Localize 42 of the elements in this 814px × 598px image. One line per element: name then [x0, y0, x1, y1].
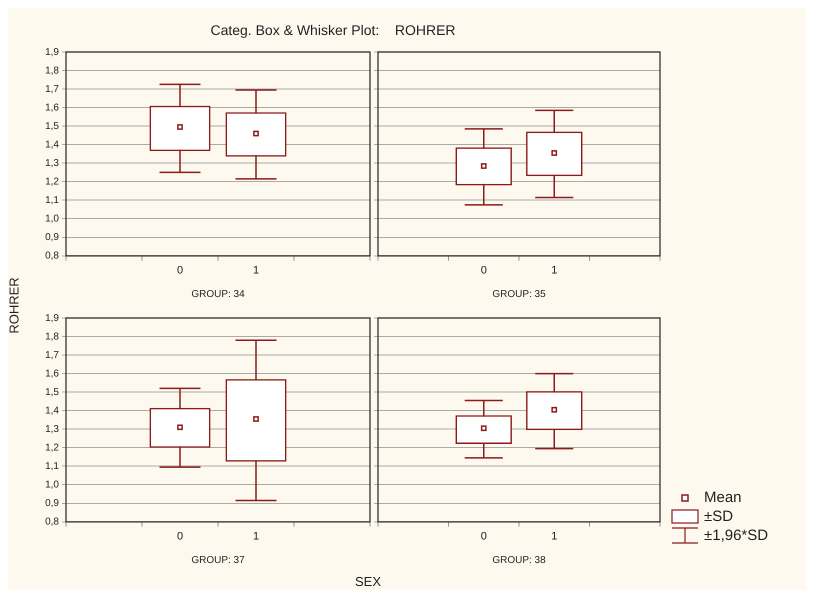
y-tick-label: 1,3: [45, 424, 60, 435]
x-axis-title: GROUP: 34: [191, 288, 246, 300]
y-tick-label: 1,0: [45, 479, 60, 490]
x-axis-title: GROUP: 35: [492, 288, 546, 300]
y-tick-label: 1,7: [45, 350, 60, 361]
x-tick-label: 1: [551, 530, 558, 542]
x-tick-label: 0: [480, 530, 487, 542]
y-tick-label: 1,2: [45, 442, 60, 454]
x-tick-label: 0: [480, 264, 487, 276]
text: ±1,96*SD: [704, 527, 768, 544]
y-tick-label: 1,3: [45, 158, 60, 169]
y-tick-label: 1,7: [45, 84, 60, 95]
y-tick-label: 1,5: [45, 120, 60, 132]
y-tick-label: 1,2: [45, 176, 60, 188]
x-tick-label: 1: [252, 264, 260, 276]
x-tick-label: 1: [252, 530, 260, 542]
y-tick-label: 1,6: [45, 102, 60, 114]
text: SEX: [354, 574, 382, 589]
text: ±SD: [704, 508, 734, 525]
y-tick-label: 1,0: [45, 213, 60, 224]
y-tick-label: 1,4: [45, 405, 60, 416]
y-tick-label: 0,9: [45, 232, 60, 244]
y-tick-label: 1,8: [45, 331, 60, 342]
x-axis-title: GROUP: 37: [191, 554, 246, 566]
y-tick-label: 1,5: [45, 386, 60, 398]
y-tick-label: 0,9: [45, 498, 60, 510]
y-tick-label: 0,8: [45, 250, 60, 262]
x-tick-label: 1: [551, 264, 558, 276]
x-tick-label: 0: [176, 264, 184, 276]
y-tick-label: 0,8: [45, 516, 60, 528]
y-tick-label: 1,4: [45, 139, 60, 150]
x-axis-title: GROUP: 38: [492, 554, 546, 566]
text: Mean: [704, 489, 742, 506]
y-tick-label: 1,6: [45, 368, 60, 380]
y-axis-title: ROHRER: [6, 276, 22, 336]
y-tick-label: 1,9: [45, 46, 60, 58]
y-tick-label: 1,9: [45, 312, 60, 324]
text: Categ. Box & Whisker Plot: ROHRER: [209, 22, 457, 38]
x-tick-label: 0: [176, 530, 184, 542]
y-tick-label: 1,1: [45, 460, 60, 472]
y-tick-label: 1,1: [45, 194, 60, 206]
y-tick-label: 1,8: [45, 65, 60, 76]
